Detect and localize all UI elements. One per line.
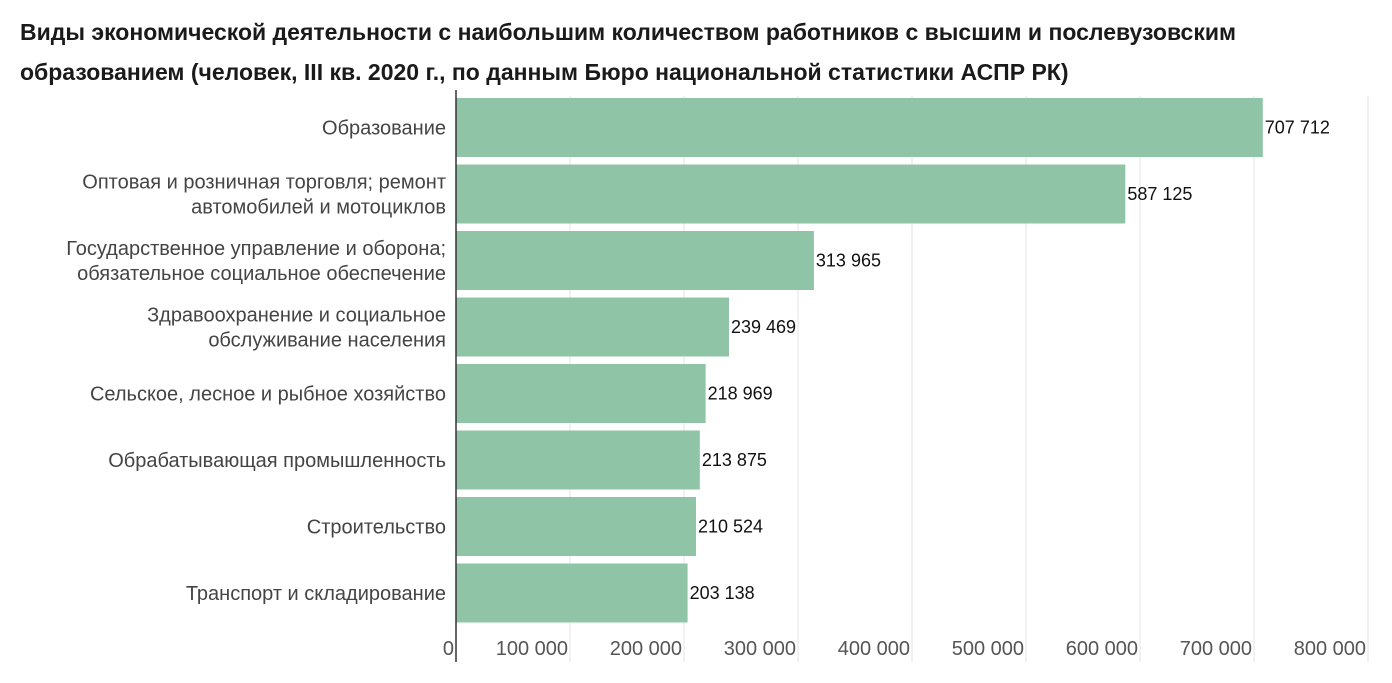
category-label-line: Оптовая и розничная торговля; ремонт [82,172,446,194]
category-label-line: Строительство [307,517,446,539]
category-label: Строительство [307,517,446,539]
bar [456,297,729,357]
category-label-line: Сельское, лесное и рыбное хозяйство [90,384,446,406]
bar [456,563,688,623]
category-label: Транспорт и складирование [186,583,446,605]
category-label: Здравоохранение и социальное обслуживание… [147,305,446,352]
x-tick-label: 400 000 [838,638,910,660]
category-labels: Образование Оптовая и розничная торговля;… [66,118,446,606]
bar [456,164,1126,224]
category-label: Обрабатывающая промышленность [108,450,446,472]
category-label-line: обслуживание населения [208,330,446,352]
bar [456,497,696,556]
category-label: Оптовая и розничная торговля; ремонт авто… [82,172,446,219]
data-label: 210 524 [698,517,763,537]
x-tick-label: 500 000 [952,638,1024,660]
data-label: 313 965 [816,251,881,271]
bar [456,364,706,423]
category-label-line: Государственное управление и оборона; [66,238,446,260]
category-label-line: Обрабатывающая промышленность [108,450,446,472]
category-label-line: обязательное социальное обеспечение [77,263,446,285]
data-label: 707 712 [1265,118,1330,138]
data-label: 239 469 [731,317,796,337]
chart-title: Виды экономической деятельности с наибол… [20,19,1236,85]
category-label: Образование [322,118,446,140]
bar [456,430,700,490]
category-label-line: Образование [322,118,446,140]
x-tick-label: 200 000 [610,638,682,660]
x-tick-label: 800 000 [1294,638,1366,660]
data-label: 587 125 [1127,184,1192,204]
x-tick-label: 0 [443,638,454,660]
x-tick-label: 100 000 [496,638,568,660]
data-labels: 707 712 587 125 313 965 239 469 218 969 213 8… [690,118,1330,604]
category-label-line: Здравоохранение и социальное [147,305,446,327]
category-label-line: Транспорт и складирование [186,583,446,605]
data-label: 218 969 [708,384,773,404]
x-tick-label: 700 000 [1180,638,1252,660]
bar [456,98,1263,157]
category-label: Сельское, лесное и рыбное хозяйство [90,384,446,406]
x-tick-label: 600 000 [1066,638,1138,660]
category-label: Государственное управление и оборона; обя… [66,238,446,285]
bars [456,98,1263,623]
data-label: 213 875 [702,450,767,470]
bar [456,231,814,290]
data-label: 203 138 [690,583,755,603]
category-label-line: автомобилей и мотоциклов [191,197,446,219]
x-axis-tick-labels: 0 100 000 200 000 300 000 400 000 500 000 600 … [443,638,1366,660]
x-tick-label: 300 000 [724,638,796,660]
